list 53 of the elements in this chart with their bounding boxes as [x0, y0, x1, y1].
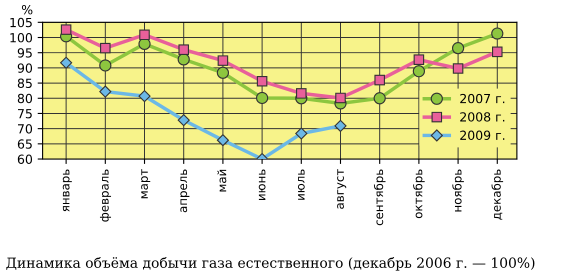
legend-label: 2007 г.: [460, 94, 504, 104]
x-tick-label: май: [217, 170, 226, 192]
x-tick-label: август: [337, 169, 346, 209]
point: [100, 42, 111, 54]
point: [452, 63, 464, 74]
y-tick-label: 70: [18, 124, 32, 134]
y-axis-title: %: [22, 4, 32, 14]
point: [414, 54, 424, 65]
point: [60, 56, 72, 69]
text: Динамика объёма добычи газа естественного (декабрь 2006 г. — 100%): [6, 256, 534, 271]
point: [99, 86, 112, 98]
x-tick-label: апрель: [180, 169, 190, 212]
x-tick-label: март: [141, 169, 150, 198]
legend-label: 2008 г.: [460, 112, 504, 122]
x-tick-label: сентябрь: [374, 169, 386, 226]
y-tick-label: 105: [10, 18, 32, 28]
point: [334, 120, 347, 132]
legend-label: 2009 г.: [460, 130, 504, 140]
point: [178, 114, 190, 126]
point: [60, 24, 72, 35]
point: [139, 30, 150, 40]
point: [138, 90, 151, 102]
y-tick-label: 65: [18, 139, 32, 149]
point: [216, 134, 229, 146]
point: [335, 92, 346, 104]
y-tick-label: 60: [18, 154, 32, 164]
y-tick-label: 80: [18, 94, 32, 104]
x-tick-label: декабрь: [491, 169, 504, 220]
point: [178, 44, 189, 55]
point: [492, 46, 503, 58]
y-tick-label: 85: [18, 78, 32, 88]
y-tick-label: 90: [18, 63, 32, 73]
point: [216, 66, 230, 79]
x-tick-label: июль: [298, 169, 305, 200]
point: [374, 74, 385, 86]
x-tick-label: октябрь: [413, 169, 425, 218]
point: [296, 88, 307, 99]
point: [412, 65, 425, 78]
point: [491, 27, 504, 40]
y-tick-label: 75: [18, 109, 32, 118]
point: [218, 55, 228, 66]
point: [99, 59, 112, 72]
x-tick-label: январь: [62, 169, 72, 212]
point: [374, 92, 386, 104]
x-tick-label: февраль: [100, 169, 112, 222]
y-tick-label: 95: [18, 48, 32, 58]
x-tick-label: июнь: [258, 169, 266, 200]
point: [256, 76, 268, 87]
x-tick-label: ноябрь: [452, 169, 464, 212]
point: [295, 127, 308, 140]
point: [452, 42, 464, 54]
y-tick-label: 100: [10, 32, 32, 42]
point: [256, 92, 268, 104]
